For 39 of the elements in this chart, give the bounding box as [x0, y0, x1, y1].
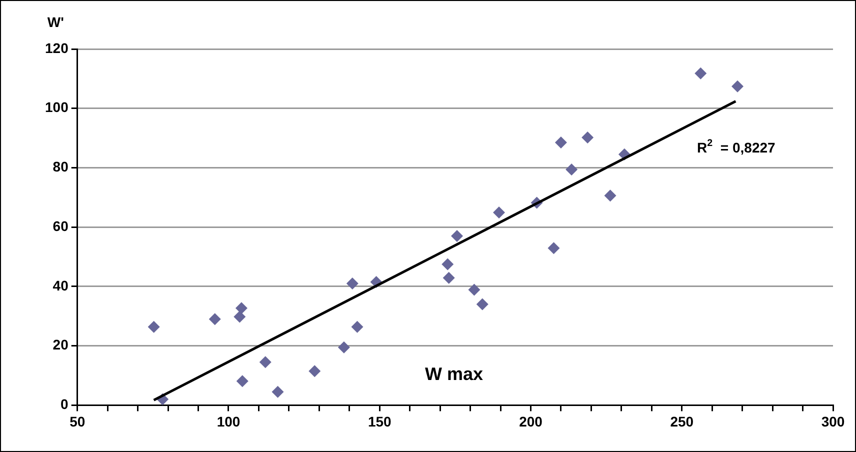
point [208, 313, 221, 326]
y-tick-label: 60 [52, 218, 69, 234]
y-tick-label: 120 [45, 40, 69, 56]
point [346, 278, 358, 290]
y-axis-title: W' [47, 14, 64, 30]
point [731, 80, 744, 92]
point [566, 164, 578, 176]
point [308, 365, 321, 378]
point [493, 206, 506, 219]
y-tick-label: 20 [52, 336, 69, 353]
x-tick-label: 100 [216, 413, 240, 430]
point [450, 230, 463, 242]
x-tick-label: 200 [519, 413, 543, 430]
x-axis-title: W max [424, 364, 483, 384]
y-tick-label: 0 [60, 396, 69, 412]
y-tick-label: 80 [52, 158, 69, 175]
point [468, 284, 480, 296]
point [548, 242, 560, 254]
point [235, 302, 248, 314]
x-tick-label: 300 [821, 413, 845, 430]
point [338, 341, 350, 354]
point [442, 258, 454, 270]
point [272, 386, 284, 398]
x-tick-label: 50 [70, 413, 86, 430]
x-tick-label: 150 [368, 413, 392, 430]
point [582, 131, 594, 144]
point [694, 67, 707, 80]
point [604, 190, 616, 202]
point [442, 272, 455, 284]
point [236, 375, 248, 388]
point [554, 136, 567, 149]
point [148, 320, 160, 333]
point [234, 310, 246, 323]
point [351, 320, 364, 333]
point [476, 298, 488, 310]
point [259, 356, 272, 368]
y-tick-label: 40 [52, 277, 69, 294]
x-tick-label: 250 [670, 413, 694, 430]
y-tick-label: 100 [45, 99, 69, 116]
